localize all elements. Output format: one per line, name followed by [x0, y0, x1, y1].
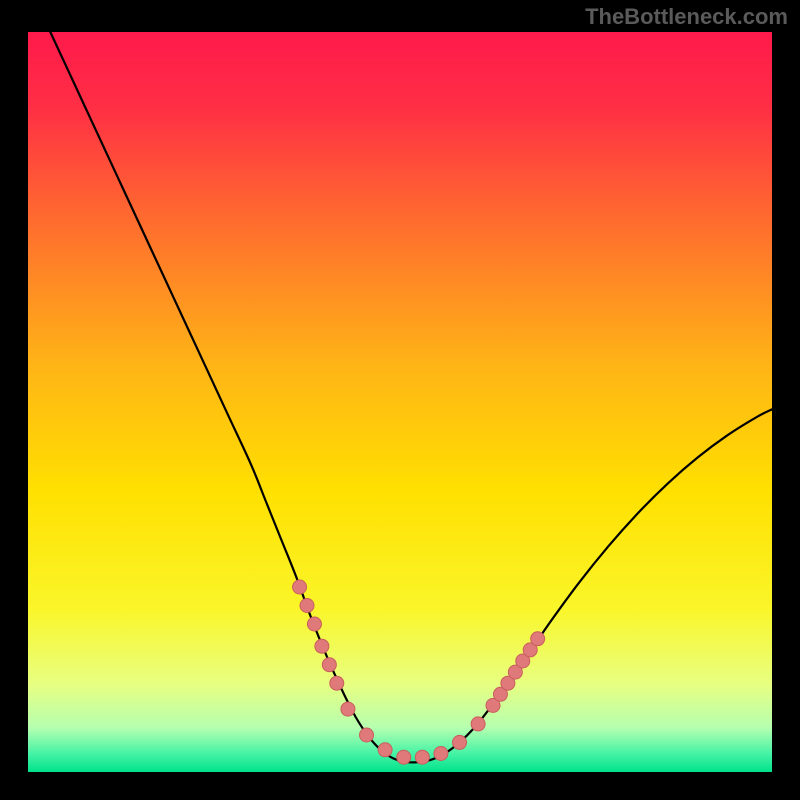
data-marker: [293, 580, 307, 594]
data-marker: [300, 599, 314, 613]
data-marker: [434, 747, 448, 761]
data-marker: [322, 658, 336, 672]
plot-svg: [28, 32, 772, 772]
watermark-text: TheBottleneck.com: [585, 4, 788, 30]
data-marker: [471, 717, 485, 731]
bottleneck-curve: [50, 32, 772, 762]
data-marker: [307, 617, 321, 631]
data-marker: [453, 735, 467, 749]
data-marker: [360, 728, 374, 742]
data-marker: [415, 750, 429, 764]
data-marker: [397, 750, 411, 764]
data-marker: [315, 639, 329, 653]
data-marker: [341, 702, 355, 716]
chart-stage: TheBottleneck.com: [0, 0, 800, 800]
data-marker: [531, 632, 545, 646]
data-marker: [378, 743, 392, 757]
data-marker: [330, 676, 344, 690]
plot-frame: [28, 32, 772, 772]
